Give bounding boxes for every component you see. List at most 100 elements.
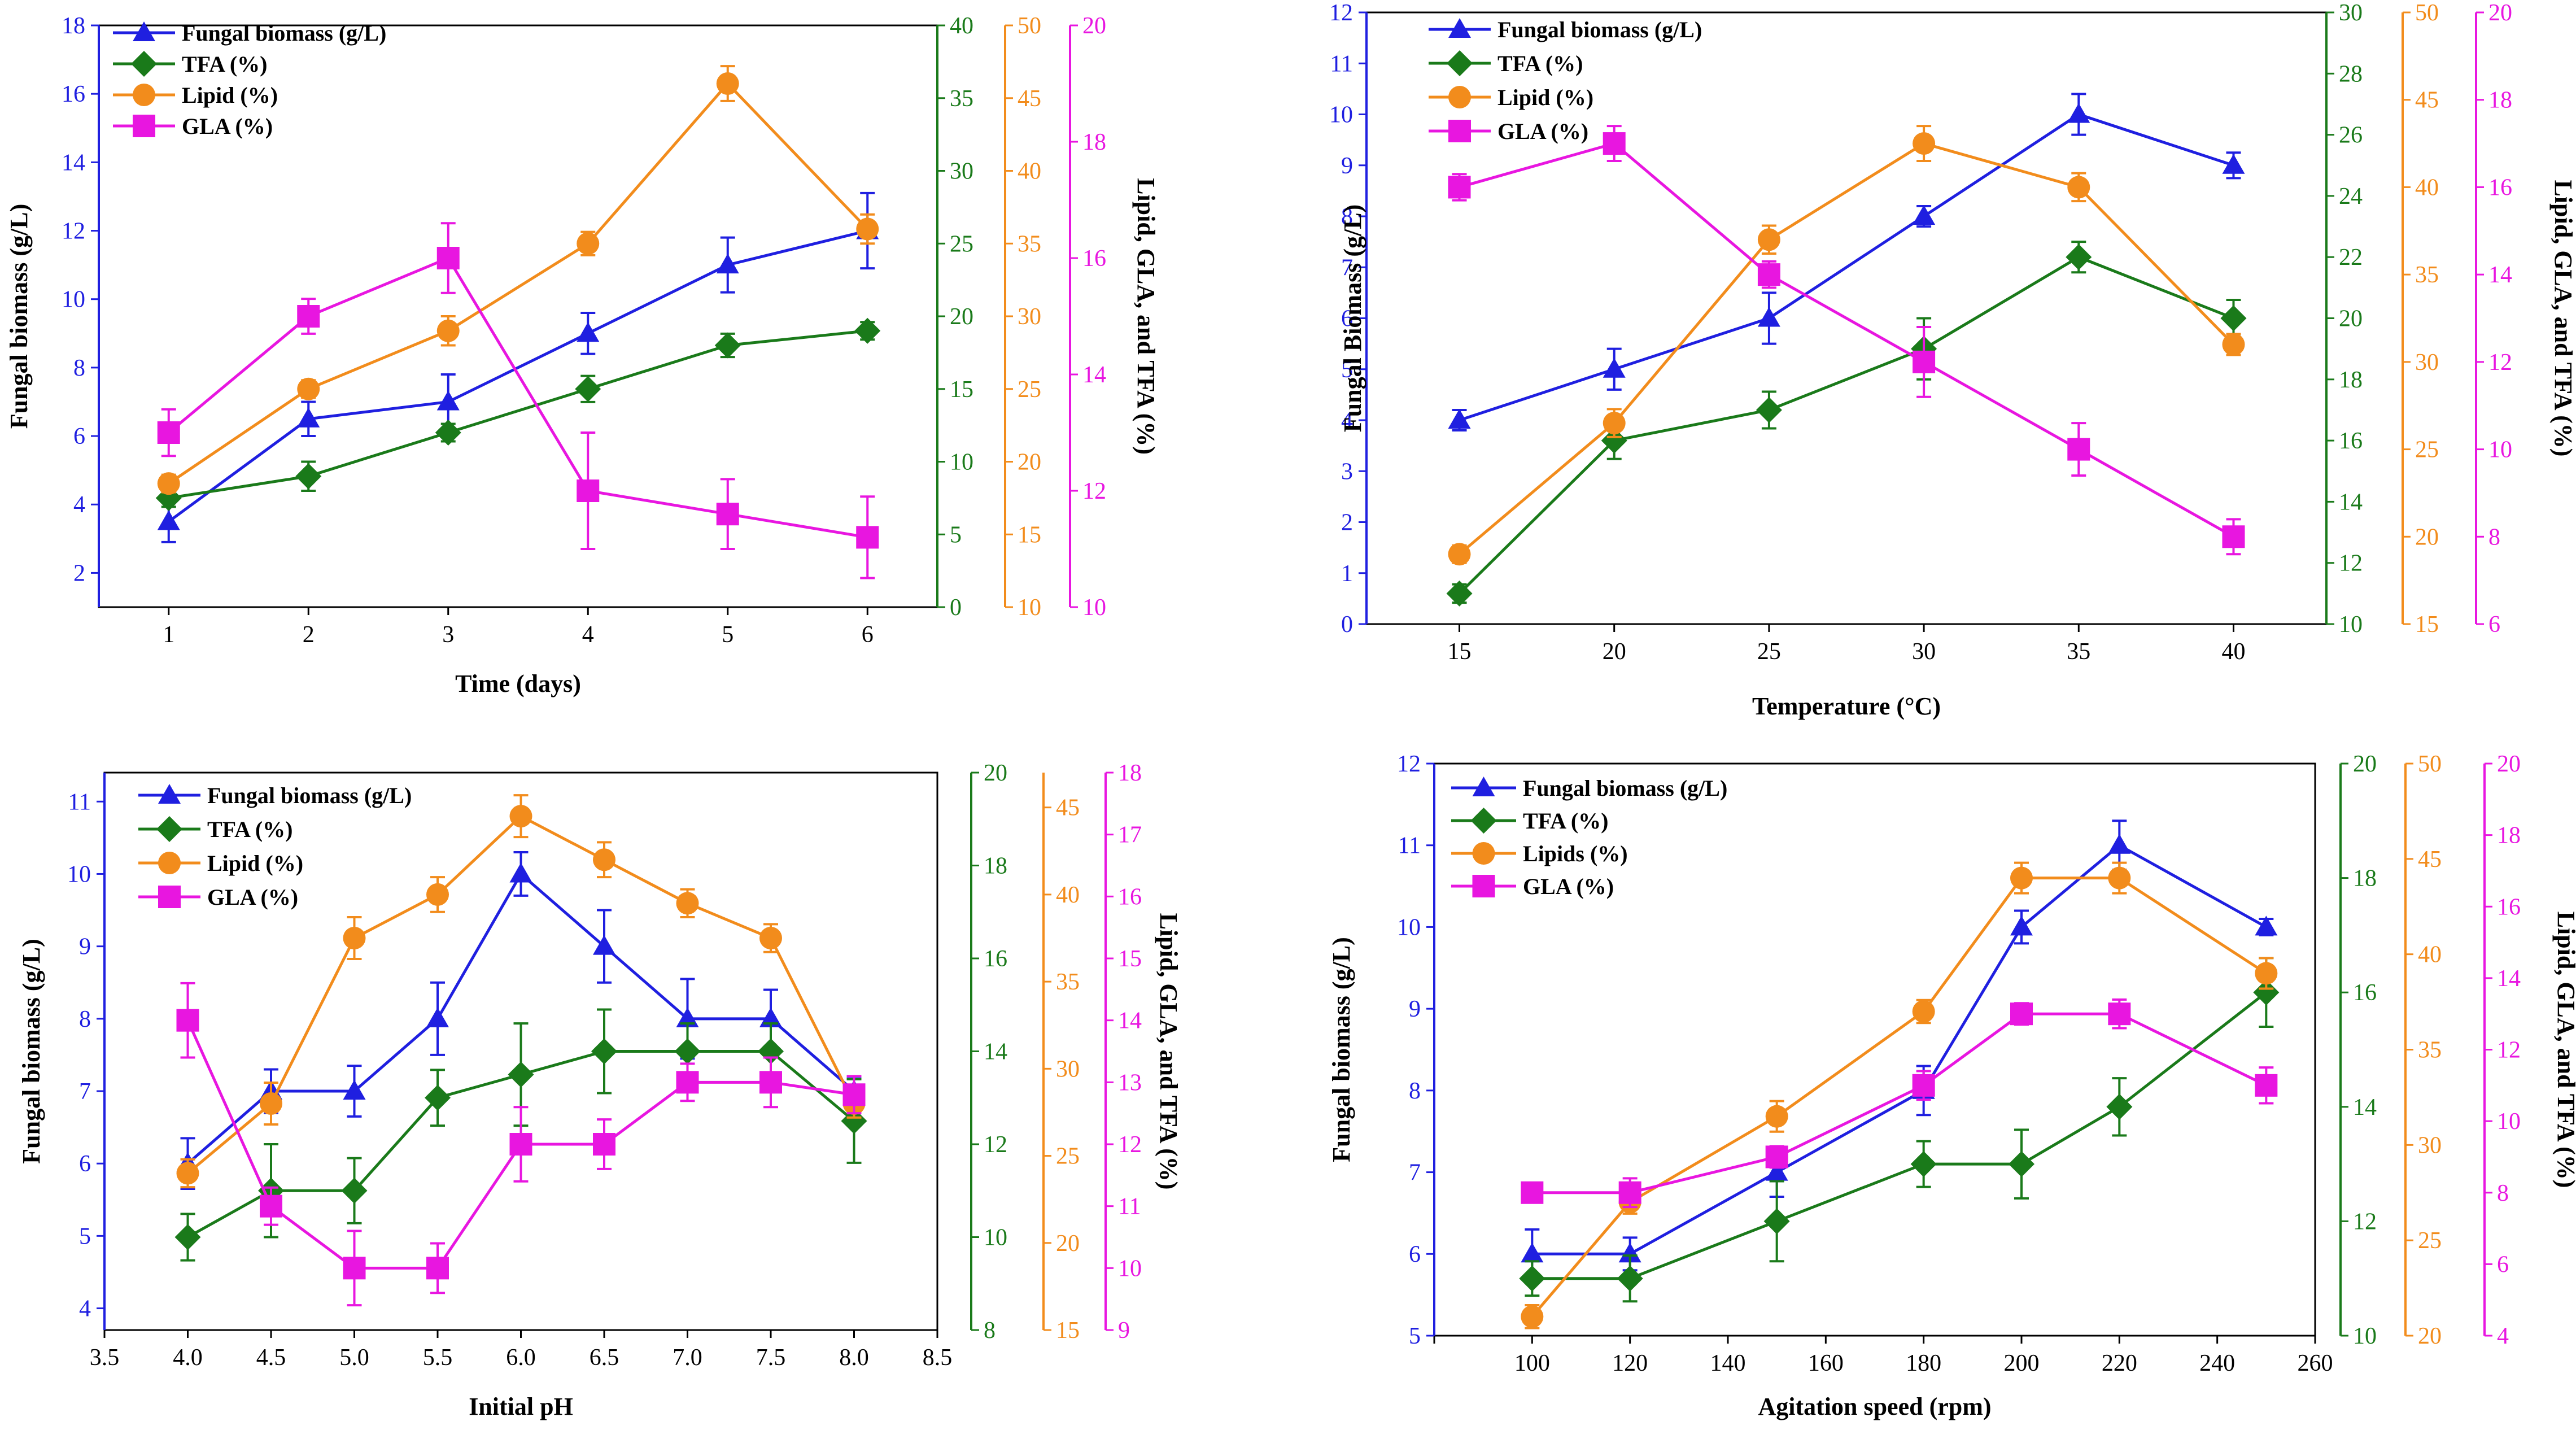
biomass-tick-label: 4 bbox=[1341, 408, 1353, 434]
lipid-tick-label: 45 bbox=[1056, 795, 1080, 821]
tfa-tick-label: 30 bbox=[2339, 0, 2363, 26]
gla-tick-label: 15 bbox=[1118, 946, 1142, 972]
biomass-point bbox=[1913, 205, 1936, 225]
tfa-tick-label: 40 bbox=[950, 13, 973, 39]
biomass-tick-label: 4 bbox=[73, 492, 85, 518]
x-tick-label: 3.5 bbox=[90, 1345, 120, 1371]
x-tick-label: 40 bbox=[2221, 639, 2245, 665]
tfa-tick-label: 22 bbox=[2339, 245, 2363, 271]
gla-tick-label: 14 bbox=[1118, 1008, 1142, 1034]
legend-marker-tfa bbox=[156, 816, 182, 842]
gla-point bbox=[842, 1083, 866, 1106]
gla-line bbox=[1459, 142, 2234, 538]
lipid-tick-label: 25 bbox=[1018, 377, 1041, 403]
lipid-tick-label: 35 bbox=[1018, 231, 1041, 257]
legend-label-tfa: TFA (%) bbox=[1523, 808, 1608, 834]
gla-tick-label: 18 bbox=[2497, 823, 2521, 849]
gla-point bbox=[2255, 1074, 2278, 1097]
biomass-point bbox=[1757, 307, 1780, 327]
x-tick-label: 8.5 bbox=[923, 1345, 953, 1371]
x-tick-label: 180 bbox=[1906, 1350, 1941, 1376]
y-axis-left-title: Fungal Biomass (g/L) bbox=[1339, 204, 1366, 432]
x-tick-label: 2 bbox=[303, 622, 315, 648]
tfa-tick-label: 30 bbox=[950, 159, 973, 185]
gla-point bbox=[176, 1009, 199, 1032]
tfa-tick-label: 10 bbox=[2339, 612, 2363, 638]
tfa-point bbox=[508, 1061, 534, 1088]
biomass-tick-label: 7 bbox=[1409, 1160, 1421, 1186]
tfa-point bbox=[2009, 1151, 2034, 1178]
lipid-point bbox=[759, 927, 782, 950]
gla-point bbox=[509, 1133, 532, 1156]
gla-point bbox=[2222, 525, 2245, 548]
x-tick-label: 120 bbox=[1612, 1350, 1648, 1376]
tfa-line bbox=[1458, 255, 2234, 595]
legend-label-biomass: Fungal biomass (g/L) bbox=[1497, 17, 1702, 42]
gla-point bbox=[260, 1194, 282, 1218]
legend-marker-gla bbox=[1448, 120, 1471, 142]
lipid-tick-label: 35 bbox=[2415, 262, 2439, 288]
lipid-tick-label: 40 bbox=[1018, 159, 1041, 185]
tfa-point bbox=[1446, 580, 1473, 607]
chart-panel-3: 3.5 4.0 4.5 5.0 5.5 6.0 6.5 7.0 7.5 8.0 8.5 Initial… bbox=[18, 760, 1182, 1420]
lipid-tick-label: 20 bbox=[1056, 1231, 1080, 1257]
tfa-point bbox=[341, 1178, 368, 1204]
biomass-tick-label: 12 bbox=[62, 219, 85, 245]
biomass-tick-label: 3 bbox=[1341, 459, 1353, 485]
y-axis-right-title: Lipid, GLA, and TFA (%) bbox=[2552, 912, 2576, 1188]
tfa-tick-label: 14 bbox=[2353, 1095, 2377, 1121]
tfa-tick-label: 20 bbox=[2339, 306, 2363, 332]
tfa-point bbox=[295, 463, 322, 490]
tfa-tick-label: 12 bbox=[2339, 551, 2363, 577]
legend-label-tfa: TFA (%) bbox=[182, 51, 267, 77]
tfa-point bbox=[674, 1038, 701, 1065]
lipid-tick-label: 20 bbox=[2418, 1323, 2442, 1349]
y-axis-right-title: Lipid, GLA, and TFA (%) bbox=[2549, 180, 2576, 457]
chart-panel-4: 100 120 140 160 180 200 220 240 260 Agitation spe… bbox=[1328, 751, 2576, 1420]
gla-tick-label: 18 bbox=[2488, 88, 2512, 114]
tfa-tick-label: 28 bbox=[2339, 61, 2363, 87]
tfa-tick-label: 8 bbox=[984, 1318, 996, 1344]
tfa-tick-label: 12 bbox=[984, 1132, 1007, 1158]
tfa-tick-label: 12 bbox=[2353, 1209, 2377, 1235]
lipid-tick-label: 45 bbox=[2418, 847, 2442, 873]
x-tick-label: 240 bbox=[2199, 1350, 2235, 1376]
lipid-point bbox=[1448, 543, 1471, 566]
lipid-tick-label: 25 bbox=[1056, 1144, 1080, 1170]
gla-tick-label: 10 bbox=[2497, 1109, 2521, 1135]
gla-point bbox=[2067, 438, 2090, 461]
biomass-point bbox=[1765, 1161, 1788, 1181]
x-tick-label: 140 bbox=[1710, 1350, 1746, 1376]
gla-point bbox=[577, 479, 600, 502]
biomass-point bbox=[509, 862, 532, 883]
tfa-line bbox=[168, 329, 868, 500]
lipid-point bbox=[593, 848, 615, 871]
legend: Fungal biomass (g/L) TFA (%) Lipids (%) GLA… bbox=[1451, 775, 1727, 899]
biomass-point bbox=[577, 322, 600, 342]
lipid-point bbox=[577, 232, 600, 255]
biomass-point bbox=[1603, 358, 1626, 378]
x-tick-label: 25 bbox=[1757, 639, 1781, 665]
gla-point bbox=[1521, 1181, 1544, 1204]
x-tick-label: 7.0 bbox=[673, 1345, 702, 1371]
gla-tick-label: 20 bbox=[1082, 13, 1106, 39]
series-gla bbox=[1448, 125, 2245, 556]
lipid-tick-label: 25 bbox=[2415, 437, 2439, 463]
gla-tick-label: 20 bbox=[2488, 0, 2512, 26]
lipid-point bbox=[176, 1162, 199, 1185]
gla-tick-label: 6 bbox=[2497, 1252, 2509, 1278]
biomass-tick-label: 8 bbox=[79, 1006, 91, 1032]
series-tfa bbox=[174, 1008, 867, 1262]
biomass-point bbox=[343, 1080, 366, 1100]
lipid-tick-label: 15 bbox=[2415, 612, 2439, 638]
biomass-line bbox=[1532, 843, 2267, 1255]
lipid-point bbox=[2222, 333, 2245, 356]
lipid-tick-label: 30 bbox=[1018, 304, 1041, 330]
biomass-tick-label: 5 bbox=[1409, 1323, 1421, 1349]
gla-tick-label: 4 bbox=[2497, 1323, 2509, 1349]
x-tick-label: 15 bbox=[1448, 639, 1472, 665]
gla-point bbox=[1618, 1181, 1641, 1204]
x-tick-label: 6 bbox=[862, 622, 874, 648]
